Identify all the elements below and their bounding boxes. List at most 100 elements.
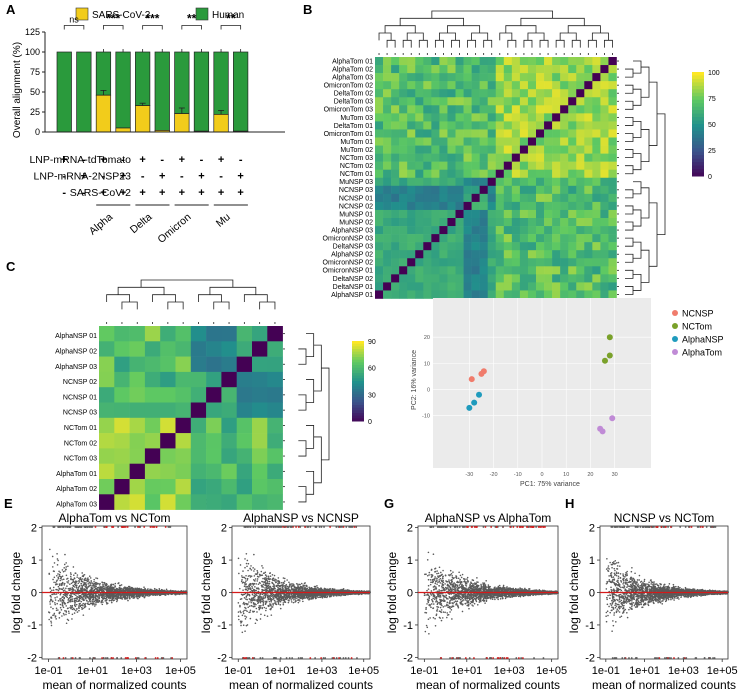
ma-rail-point: [91, 526, 94, 528]
heatmap-cell: [536, 290, 545, 299]
heatmap-cell: [267, 387, 283, 403]
heatmap-cell: [479, 234, 488, 243]
heatmap-cell: [600, 81, 609, 90]
dendrogram-branch: [313, 436, 322, 484]
dendrogram-branch: [633, 121, 642, 138]
heatmap-cell: [175, 326, 192, 342]
scale-swatch: [352, 362, 364, 366]
pca-point-ncnsp: [468, 376, 475, 383]
heatmap-cell: [552, 258, 561, 267]
heatmap-cell: [552, 129, 561, 138]
heatmap-cell: [608, 161, 617, 170]
heatmap-cell: [527, 242, 537, 251]
dendrogram-branch: [625, 269, 634, 279]
heatmap-cell: [560, 105, 569, 114]
heatmap-cell: [455, 97, 464, 106]
heatmap-cell: [375, 201, 384, 211]
heatmap-cell: [495, 97, 505, 106]
heatmap-cell: [544, 161, 553, 170]
ma-point: [90, 593, 93, 595]
heatmap-cell: [407, 57, 416, 66]
ma-point: [77, 590, 80, 592]
heatmap-cell: [552, 177, 561, 187]
heatmap-cell: [544, 113, 553, 122]
heatmap-cell: [423, 129, 432, 138]
heatmap-cell: [431, 153, 440, 162]
heatmap-cell: [439, 121, 448, 130]
heatmap-cell: [584, 153, 593, 162]
ma-point: [65, 574, 68, 577]
heatmap-cell: [206, 417, 222, 434]
heatmap-cell: [160, 417, 176, 434]
heatmap-cell: [471, 242, 480, 251]
heatmap-cell: [415, 81, 424, 90]
ma-point: [90, 580, 93, 582]
ma-point: [72, 580, 75, 583]
dendrogram-branch: [625, 133, 634, 142]
sig-label: ns: [69, 15, 79, 25]
heatmap-cell: [447, 57, 456, 66]
heatmap-cell: [252, 448, 268, 464]
ma-point: [88, 597, 90, 599]
heatmap-cell: [568, 201, 577, 211]
heatmap-row-label: DeltaTom 01: [334, 123, 373, 130]
heatmap-cell: [544, 73, 553, 82]
heatmap-cell: [447, 290, 456, 299]
ma-point: [80, 583, 82, 585]
dendrogram-branch: [567, 25, 601, 33]
heatmap-cell: [576, 226, 585, 235]
heatmap-cell: [431, 282, 440, 291]
heatmap-cell: [375, 226, 384, 235]
heatmap-cell: [560, 97, 569, 106]
heatmap-cell: [423, 242, 432, 251]
heatmap-cell: [576, 89, 585, 98]
heatmap-cell: [236, 417, 253, 434]
heatmap-cell: [415, 169, 424, 179]
heatmap-cell: [383, 105, 392, 114]
heatmap-cell: [455, 282, 464, 291]
heatmap-cell: [519, 201, 529, 211]
heatmap-cell: [407, 161, 416, 170]
heatmap-cell: [391, 209, 400, 219]
heatmap-cell: [252, 417, 268, 434]
ma-point: [262, 567, 264, 569]
dendrogram-branch: [604, 39, 613, 48]
heatmap-cell: [552, 218, 561, 227]
heatmap-cell: [519, 218, 529, 227]
heatmap-cell: [479, 226, 488, 235]
heatmap-cell: [544, 169, 553, 179]
ma-point: [55, 593, 58, 595]
heatmap-cell: [560, 258, 569, 267]
heatmap-cell: [206, 371, 222, 388]
heatmap-cell: [431, 73, 440, 82]
heatmap-cell: [463, 209, 472, 219]
heatmap-cell: [439, 242, 448, 251]
heatmap-cell: [495, 153, 505, 162]
heatmap-cell: [584, 266, 593, 275]
heatmap-cell: [584, 65, 593, 74]
ma-point: [120, 597, 123, 600]
ma-point: [56, 558, 59, 560]
ma-point: [52, 607, 54, 610]
ma-point: [298, 583, 301, 586]
heatmap-cell: [487, 57, 497, 66]
ma-rail-point: [62, 657, 65, 659]
heatmap-cell: [399, 97, 408, 106]
heatmap-cell: [479, 282, 488, 291]
heatmap-row-label: AlphaNSP 03: [55, 364, 97, 371]
ma-point: [58, 587, 61, 590]
heatmap-cell: [568, 185, 577, 195]
ma-point: [115, 594, 118, 597]
legend-label: AlphaTom: [682, 348, 722, 358]
heatmap-cell: [160, 326, 176, 342]
heatmap-cell: [519, 282, 529, 291]
top-dendrogram: [106, 279, 276, 324]
heatmap-cell: [463, 242, 472, 251]
heatmap-cell: [568, 145, 577, 154]
ma-point: [245, 552, 248, 555]
ma-rail-point: [92, 657, 95, 659]
ma-point: [86, 593, 89, 596]
heatmap-cell: [503, 258, 513, 267]
